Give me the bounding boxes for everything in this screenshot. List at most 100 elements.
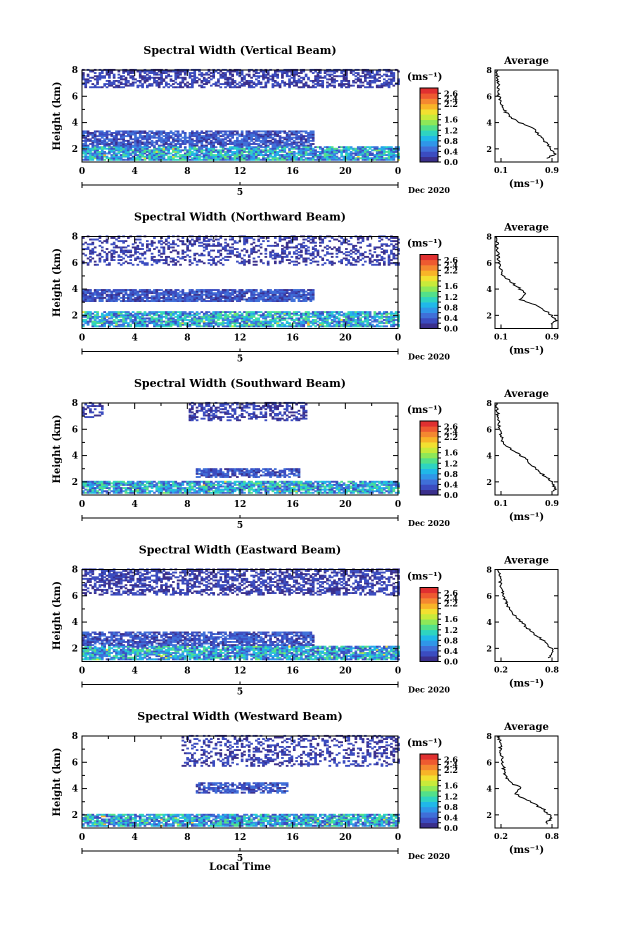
heatmap-cell (228, 83, 232, 86)
heatmap-cell (257, 76, 261, 79)
heatmap-cell (131, 132, 135, 134)
heatmap-cell (117, 314, 121, 317)
heatmap-cell (143, 252, 147, 255)
heatmap-cell (212, 76, 216, 79)
heatmap-cell (145, 317, 149, 320)
heatmap-cell (300, 144, 303, 147)
heatmap-cell (181, 86, 185, 89)
heatmap-cell (269, 300, 272, 302)
heatmap-cell (155, 322, 159, 325)
heatmap-cell (209, 315, 213, 318)
heatmap-cell (375, 157, 379, 160)
heatmap-cell (127, 133, 130, 136)
heatmap-cell (247, 158, 251, 161)
heatmap-cell (262, 133, 265, 136)
heatmap-cell (243, 290, 246, 293)
heatmap-cell (160, 255, 163, 258)
heatmap-cell (257, 130, 261, 133)
heatmap-cell (134, 78, 137, 81)
heatmap-cell (193, 323, 197, 326)
heatmap-cell (186, 86, 189, 89)
heatmap-cell (276, 70, 280, 73)
heatmap-cell (122, 141, 125, 144)
heatmap-cell (82, 75, 85, 78)
heatmap-cell (115, 135, 118, 138)
heatmap-cell (145, 154, 149, 156)
heatmap-cell (295, 157, 298, 160)
heatmap-cell (127, 293, 130, 296)
heatmap-cell (252, 135, 256, 138)
heatmap-cell (153, 319, 156, 321)
heatmap-cell (127, 84, 130, 87)
heatmap-cell (316, 254, 320, 257)
heatmap-cell (347, 83, 351, 86)
heatmap-cell (176, 146, 180, 149)
heatmap-cell (278, 86, 282, 89)
heatmap-cell (138, 252, 142, 255)
heatmap-cell (392, 84, 396, 87)
heatmap-cell (224, 312, 227, 315)
heatmap-cell (319, 323, 322, 326)
heatmap-cell (224, 238, 227, 241)
heatmap-cell (231, 246, 234, 249)
heatmap-cell (209, 154, 213, 156)
heatmap-cell (138, 141, 142, 144)
heatmap-cell (240, 325, 244, 328)
heatmap-cell (91, 252, 95, 255)
heatmap-cell (122, 311, 125, 314)
heatmap-cell (288, 75, 291, 78)
heatmap-cell (273, 255, 277, 258)
heatmap-cell (119, 149, 123, 152)
heatmap-cell (167, 295, 170, 298)
heatmap-cell (281, 157, 284, 160)
heatmap-cell (240, 143, 244, 145)
heatmap-cell (233, 325, 237, 328)
heatmap-cell (207, 147, 211, 150)
heatmap-cell (179, 155, 182, 158)
heatmap-cell (155, 139, 159, 142)
heatmap-cell (93, 144, 97, 147)
heatmap-cell (122, 147, 125, 150)
heatmap-cell (281, 149, 284, 152)
heatmap-cell (157, 146, 161, 149)
heatmap-cell (292, 312, 296, 315)
average-profile-line (495, 69, 557, 159)
colorbar-swatch (420, 135, 438, 142)
heatmap-cell (288, 147, 291, 150)
heatmap-cell (219, 254, 223, 257)
heatmap-cell (243, 149, 246, 152)
heatmap-cell (238, 141, 242, 144)
heatmap-cell (169, 325, 173, 328)
heatmap-cell (82, 293, 85, 296)
heatmap-cell (86, 289, 90, 291)
heatmap-cell (174, 293, 178, 296)
heatmap-cell (141, 132, 144, 134)
heatmap-cell (160, 141, 163, 144)
heatmap-cell (141, 248, 144, 250)
heatmap-cell (124, 317, 128, 320)
heatmap-cell (250, 293, 253, 296)
heatmap-cell (247, 315, 251, 318)
heatmap-cell (191, 323, 194, 326)
heatmap-cell (302, 150, 306, 153)
heatmap-cell (300, 325, 303, 328)
heatmap-cell (181, 81, 185, 84)
heatmap-cell (266, 132, 270, 134)
heatmap-cell (195, 238, 199, 241)
heatmap-cell (82, 130, 85, 133)
heatmap-cell (307, 152, 310, 155)
heatmap-cell (193, 243, 197, 246)
heatmap-cell (198, 138, 201, 141)
heatmap-cell (181, 314, 185, 317)
y-tick-label: 8 (72, 66, 78, 76)
heatmap-cell (188, 259, 192, 261)
heatmap-cell (255, 75, 258, 78)
heatmap-cell (257, 314, 261, 317)
heatmap-cell (136, 146, 140, 149)
heatmap-cell (219, 290, 223, 293)
heatmap-cell (397, 83, 400, 86)
heatmap-cell (181, 293, 185, 296)
heatmap-cell (202, 149, 206, 152)
heatmap-cell (160, 314, 163, 317)
heatmap-cell (356, 78, 360, 81)
